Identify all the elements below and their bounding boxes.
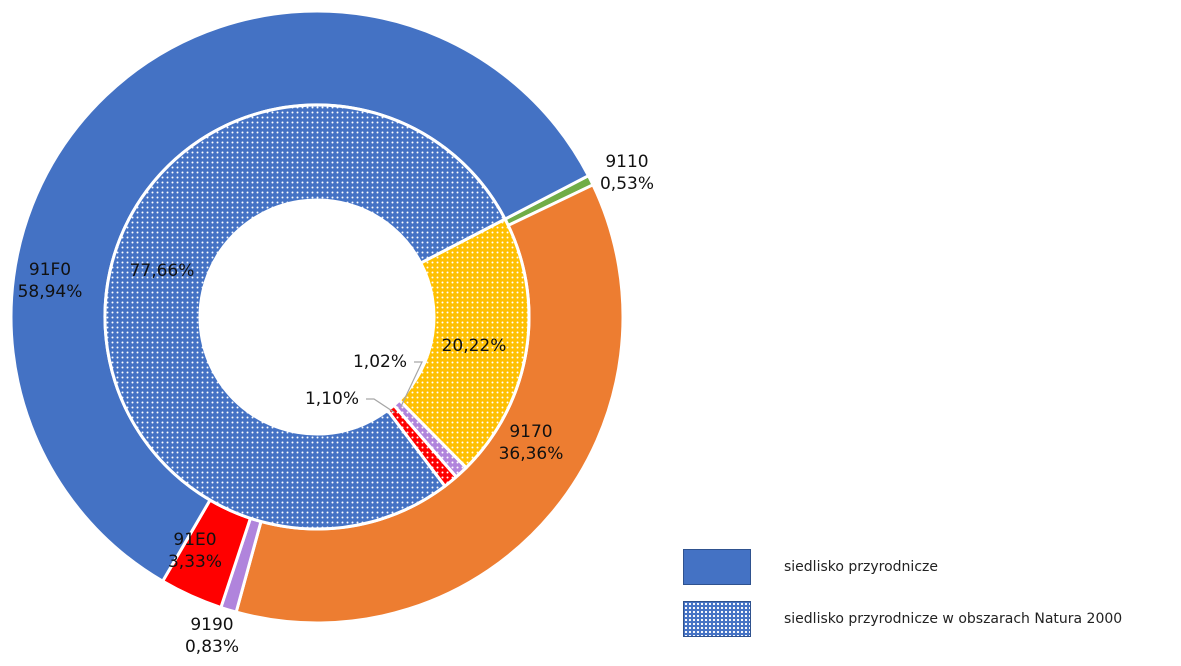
inner-ring	[105, 105, 529, 529]
inner-label-9190: 1,02%	[353, 352, 407, 372]
outer-label-9170-value: 36,36%	[499, 444, 564, 464]
legend-item-solid[interactable]: siedlisko przyrodnicze	[683, 548, 1122, 586]
legend-swatch-solid	[683, 549, 751, 585]
outer-label-91e0-category: 91E0	[173, 530, 216, 550]
legend-label: siedlisko przyrodnicze w obszarach Natur…	[784, 611, 1122, 627]
legend-item-dotted[interactable]: siedlisko przyrodnicze w obszarach Natur…	[683, 600, 1122, 638]
outer-ring	[11, 11, 623, 623]
outer-label-91f0-value: 58,94%	[18, 282, 83, 302]
outer-label-9190-value: 0,83%	[185, 637, 239, 657]
outer-label-9170-category: 9170	[509, 422, 552, 442]
inner-label-91e0: 1,10%	[305, 389, 359, 409]
outer-label-91f0-category: 91F0	[29, 260, 71, 280]
legend-swatch-dotted	[683, 601, 751, 637]
outer-label-9110-value: 0,53%	[600, 174, 654, 194]
inner-label-91f0: 77,66%	[130, 261, 195, 281]
outer-label-9190-category: 9190	[190, 615, 233, 635]
outer-label-91e0-value: 3,33%	[168, 552, 222, 572]
legend-label: siedlisko przyrodnicze	[784, 559, 938, 575]
outer-label-9110-category: 9110	[605, 152, 648, 172]
inner-label-9170: 20,22%	[442, 336, 507, 356]
legend: siedlisko przyrodnicze siedlisko przyrod…	[683, 548, 1122, 652]
